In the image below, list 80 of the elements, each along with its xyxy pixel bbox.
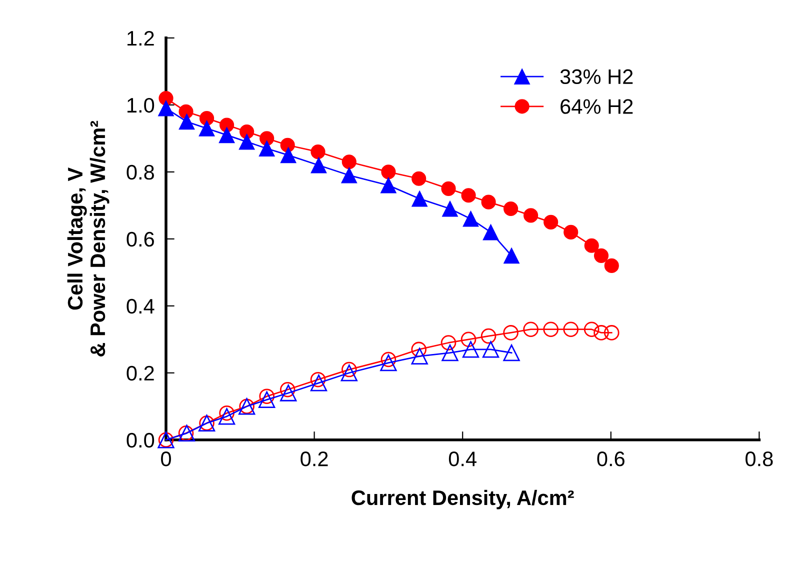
- y-tick-label: 0.0: [126, 432, 154, 448]
- y-tick-label: 1.0: [128, 98, 154, 113]
- point: [342, 362, 357, 378]
- x-tick-label: 0.6: [597, 452, 624, 466]
- point: [411, 348, 428, 364]
- point: [342, 154, 356, 170]
- y-axis-title: Cell Voltage, V & Power Density, W/cm²: [67, 120, 110, 356]
- point: [199, 111, 214, 126]
- point: [594, 248, 609, 263]
- point: [524, 208, 538, 223]
- point: [481, 194, 496, 210]
- point: [260, 131, 274, 146]
- point: [480, 328, 496, 344]
- point: [219, 405, 234, 421]
- point: [440, 335, 456, 350]
- point: [158, 100, 174, 116]
- point: [310, 372, 326, 388]
- point: [544, 214, 558, 230]
- point: [523, 322, 538, 337]
- y-tick-label: 0.2: [126, 366, 154, 381]
- point: [280, 382, 296, 398]
- point: [504, 201, 518, 216]
- point: [198, 120, 215, 136]
- y-tick-label: 0.6: [126, 232, 154, 247]
- point: [310, 144, 326, 160]
- x-tick-label: 0.8: [746, 452, 773, 466]
- x-tick-label: 0: [161, 452, 171, 466]
- point: [504, 248, 520, 264]
- point: [220, 118, 234, 132]
- point: [412, 190, 428, 207]
- point: [310, 157, 327, 174]
- point: [604, 325, 620, 340]
- point: [461, 188, 476, 203]
- point: [381, 164, 396, 180]
- point: [564, 224, 578, 240]
- point: [178, 114, 195, 130]
- point: [441, 181, 456, 196]
- point: [340, 364, 358, 382]
- point: [604, 258, 619, 273]
- point: [462, 210, 479, 227]
- point: [310, 374, 328, 392]
- point: [341, 167, 358, 184]
- point: [543, 322, 558, 337]
- point: [238, 134, 255, 150]
- point: [240, 124, 254, 140]
- point: [594, 325, 609, 340]
- y-tick-label: 0.8: [126, 164, 154, 180]
- point: [563, 322, 578, 337]
- point: [218, 408, 236, 425]
- point: [442, 344, 458, 362]
- point: [584, 238, 599, 253]
- point: [380, 177, 396, 194]
- point: [280, 384, 297, 402]
- point: [380, 352, 396, 368]
- point: [462, 341, 480, 358]
- legend-label: 33% H2: [560, 69, 633, 84]
- point: [460, 332, 476, 348]
- point: [280, 147, 296, 164]
- point: [218, 127, 235, 144]
- x-tick-label: 0.4: [448, 452, 476, 466]
- point: [503, 325, 518, 340]
- point: [412, 171, 426, 186]
- point: [584, 322, 600, 337]
- legend-label: 64% H2: [560, 99, 633, 114]
- point: [178, 104, 194, 119]
- point: [259, 388, 274, 404]
- point: [442, 200, 458, 217]
- point: [411, 342, 426, 358]
- point: [258, 140, 275, 156]
- x-tick-label: 0.2: [300, 452, 328, 466]
- point: [503, 344, 520, 362]
- x-axis-title: Current Density, A/cm²: [352, 490, 574, 510]
- point: [482, 341, 500, 358]
- point: [258, 391, 276, 408]
- point: [280, 138, 295, 152]
- y-tick-label: 1.2: [128, 30, 154, 46]
- y-tick-label: 0.4: [126, 298, 154, 314]
- point: [482, 224, 499, 240]
- point: [158, 90, 174, 106]
- point: [380, 354, 397, 372]
